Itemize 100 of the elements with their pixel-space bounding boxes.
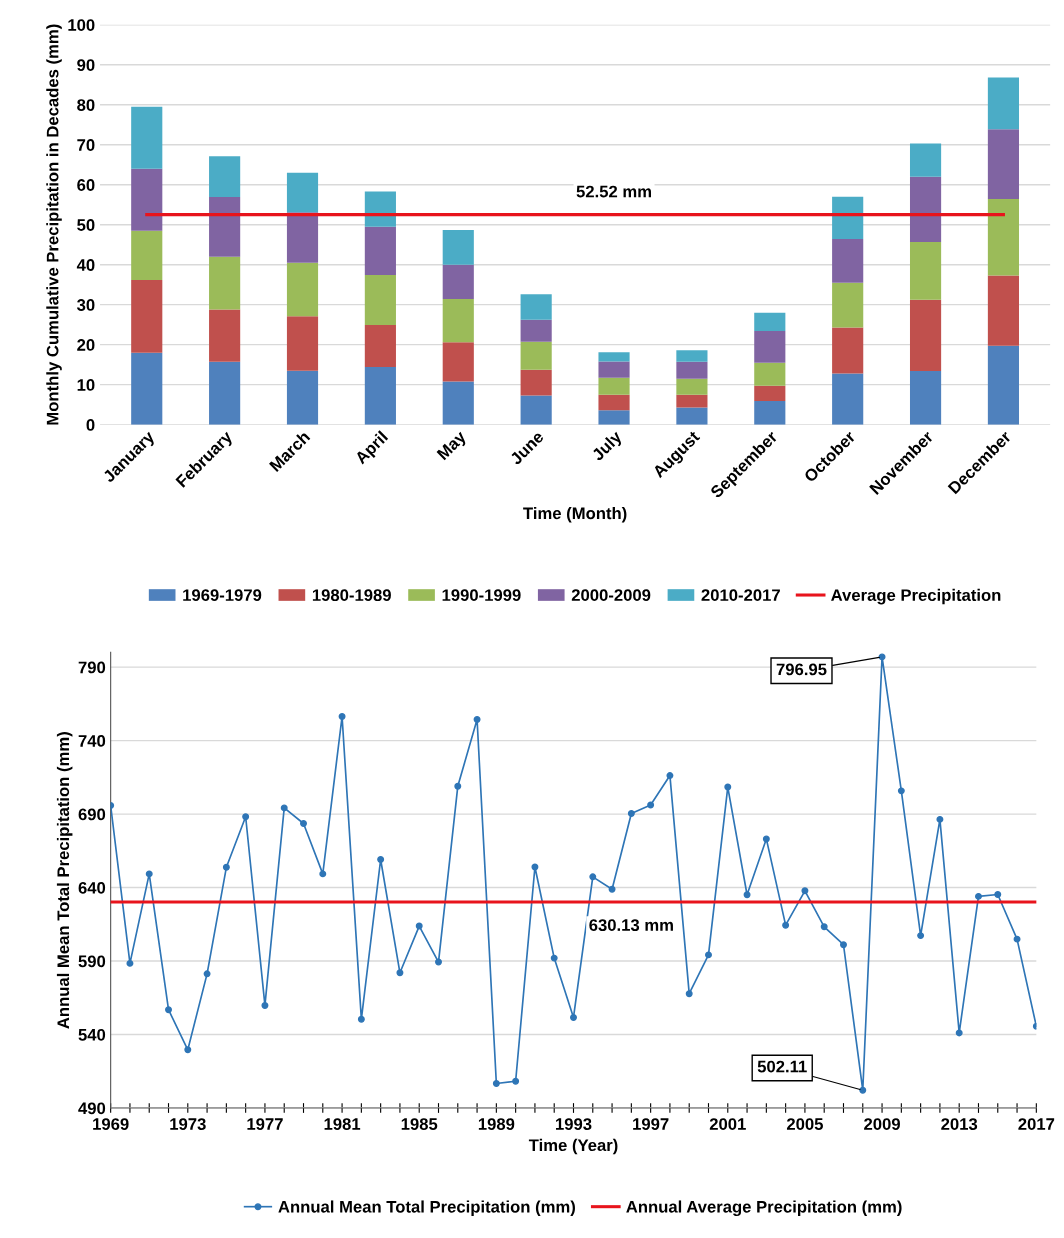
x-tick-label: 2017 [1018, 1118, 1055, 1130]
point [550, 954, 558, 962]
bar [909, 143, 942, 177]
bar [909, 371, 942, 425]
point [627, 810, 635, 817]
annotation: 52.52 mm [576, 185, 651, 198]
y-tick-label: 640 [78, 881, 106, 894]
bar [676, 350, 708, 362]
y-tick-label: 80 [77, 99, 95, 111]
y-tick-label: 50 [77, 219, 95, 231]
bar [442, 264, 474, 300]
x-tick-label: 1977 [247, 1118, 283, 1130]
point [840, 941, 847, 949]
point [454, 782, 462, 790]
y-tick-label: 690 [78, 808, 106, 821]
y-tick-label: 90 [77, 59, 95, 71]
annotation: 630.13 mm [589, 919, 673, 931]
y-tick-label: 540 [78, 1028, 106, 1041]
bar [832, 239, 864, 283]
bar [598, 352, 630, 362]
point [994, 891, 1002, 898]
point [145, 870, 153, 878]
bar [909, 176, 942, 242]
bar [909, 299, 942, 372]
point [377, 856, 385, 863]
y-tick-label: 100 [68, 19, 95, 31]
bar [442, 229, 474, 265]
bar [364, 226, 396, 276]
bar [131, 106, 163, 169]
x-tick-label: 1993 [556, 1118, 592, 1130]
point [801, 887, 809, 895]
point [685, 990, 693, 998]
bar [520, 294, 552, 320]
bar [676, 378, 708, 395]
bar [754, 312, 786, 332]
point [300, 820, 307, 827]
bar [286, 370, 319, 425]
y-axis-title: Monthly Cumulative Precipitation in Decades (mm) [46, 24, 62, 425]
bar [364, 325, 396, 368]
bar [209, 309, 241, 362]
x-tick-label: 1969 [93, 1118, 129, 1130]
bar [676, 407, 708, 425]
bar [987, 199, 1020, 276]
bar [598, 410, 630, 425]
point [762, 835, 770, 843]
x-tick-label: 1973 [170, 1118, 206, 1130]
x-axis-title: Time (Month) [523, 506, 627, 523]
point [338, 713, 346, 720]
x-tick-label: July [590, 429, 625, 464]
bar [520, 369, 552, 396]
bar [754, 331, 786, 363]
bar [520, 319, 552, 342]
bar [131, 279, 163, 353]
bar [598, 377, 630, 395]
x-tick-label: 2013 [941, 1118, 978, 1130]
bar [364, 367, 396, 425]
y-tick-label: 70 [77, 139, 95, 151]
point [492, 1079, 500, 1087]
legend-label: 1980-1989 [312, 589, 391, 602]
y-axis-title: Annual Mean Total Precipitation (mm) [56, 732, 73, 1029]
point [570, 1014, 577, 1021]
point [319, 870, 327, 878]
x-tick-label: 1997 [633, 1118, 669, 1130]
legend-label: Average Precipitation [831, 588, 1001, 605]
bar [987, 129, 1020, 200]
legend-label: 2000-2009 [571, 589, 651, 602]
y-tick-label: 10 [77, 379, 95, 391]
point [396, 969, 404, 977]
point [897, 787, 905, 795]
bar [987, 345, 1020, 425]
point [203, 970, 211, 978]
bar [131, 168, 163, 231]
bar [520, 341, 552, 370]
point [184, 1046, 192, 1054]
point [1013, 935, 1021, 943]
point [820, 923, 828, 931]
y-tick-label: 740 [78, 735, 106, 747]
bar [598, 361, 630, 378]
x-tick-label: 1981 [324, 1118, 361, 1130]
point [782, 921, 790, 929]
bar [364, 191, 396, 227]
point [859, 1086, 867, 1094]
point [936, 815, 944, 823]
bar [131, 352, 163, 425]
point [512, 1077, 520, 1085]
annotation: 502.11 [757, 1060, 807, 1073]
x-tick-label: 2001 [709, 1118, 746, 1130]
bar [598, 394, 630, 411]
y-tick-label: 0 [86, 419, 95, 431]
point [724, 783, 732, 791]
x-tick-label: 1985 [401, 1118, 438, 1130]
bar [286, 262, 319, 317]
point [126, 959, 134, 967]
bar [286, 212, 319, 263]
bar [442, 342, 474, 382]
x-tick-label: 2009 [864, 1118, 900, 1130]
point [955, 1029, 963, 1037]
x-tick-label: 2005 [786, 1118, 823, 1130]
point [242, 813, 250, 821]
bar [520, 395, 552, 425]
